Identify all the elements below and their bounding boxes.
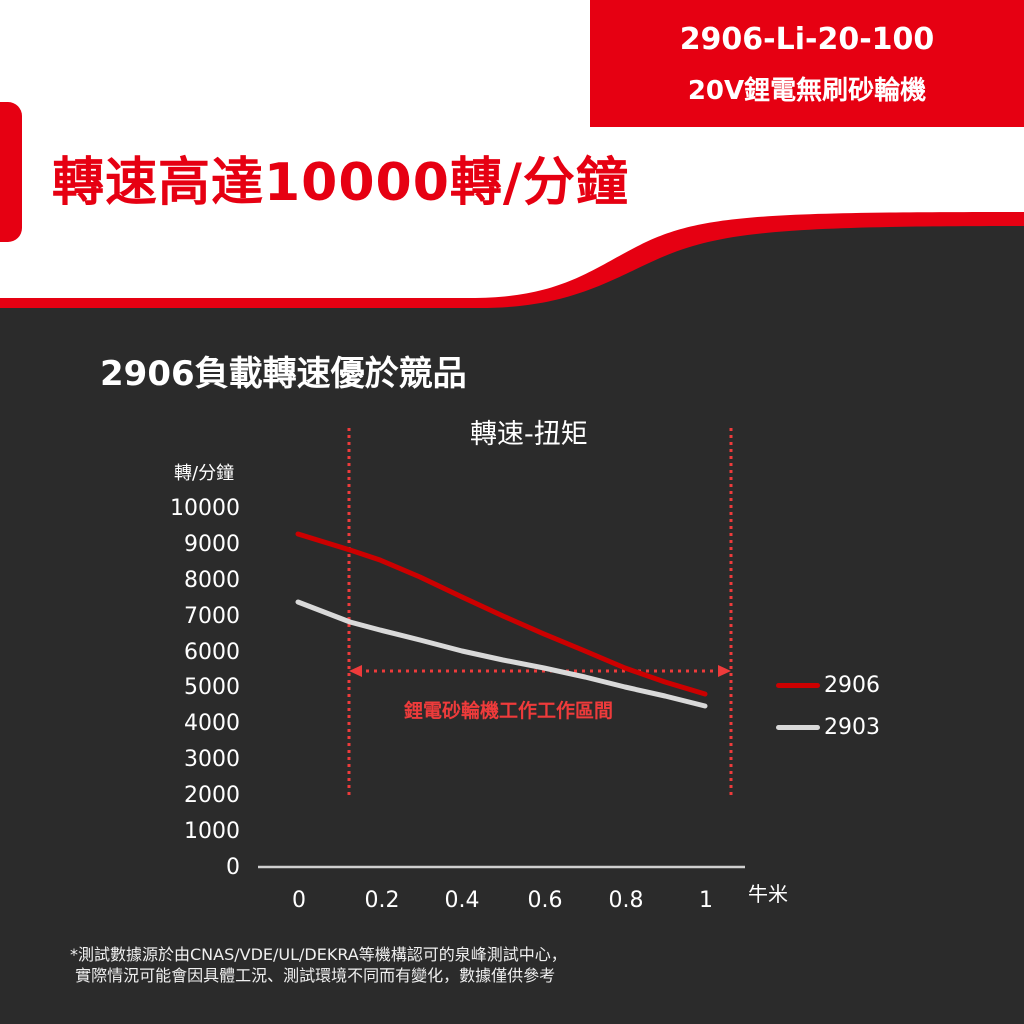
y-axis-label: 轉/分鐘 (174, 463, 235, 484)
legend-swatch-2906 (776, 682, 820, 688)
x-tick: 0.8 (608, 888, 644, 913)
footnote: *測試數據源於由CNAS/VDE/UL/DEKRA等機構認可的泉峰測試中心， 實… (70, 944, 567, 986)
y-tick: 0 (226, 855, 240, 880)
y-tick: 10000 (170, 496, 240, 521)
y-tick: 4000 (184, 711, 240, 736)
y-tick: 3000 (184, 747, 240, 772)
x-tick: 1 (699, 888, 713, 913)
accent-tab (0, 102, 22, 242)
legend-label: 2903 (824, 714, 880, 740)
working-zone-label: 鋰電砂輪機工作工作區間 (404, 700, 614, 722)
y-tick: 1000 (184, 819, 240, 844)
zone-arrow-left (349, 665, 362, 677)
footnote-line-1: *測試數據源於由CNAS/VDE/UL/DEKRA等機構認可的泉峰測試中心， (70, 945, 567, 964)
y-tick: 8000 (184, 568, 240, 593)
x-tick: 0.2 (364, 888, 400, 913)
x-axis-label: 牛米 (748, 882, 788, 906)
y-tick: 6000 (184, 640, 240, 665)
chart-title: 轉速-扭矩 (470, 419, 588, 450)
legend-swatch-2903 (776, 724, 820, 730)
model-code: 2906-Li-20-100 (679, 22, 935, 57)
x-tick: 0.4 (444, 888, 480, 913)
y-tick: 7000 (184, 604, 240, 629)
legend-item-2906: 2906 (776, 672, 880, 698)
x-tick: 0 (292, 888, 306, 913)
headline: 轉速高達10000轉/分鐘 (52, 153, 629, 213)
y-tick: 2000 (184, 783, 240, 808)
y-tick: 5000 (184, 675, 240, 700)
x-tick: 0.6 (527, 888, 563, 913)
series-2903-line (295, 599, 708, 709)
zone-arrow-right (718, 665, 731, 677)
legend-item-2903: 2903 (776, 714, 880, 740)
model-name: 20V鋰電無刷砂輪機 (687, 76, 927, 106)
legend-label: 2906 (824, 672, 880, 698)
model-badge: 2906-Li-20-100 20V鋰電無刷砂輪機 (590, 0, 1024, 127)
y-tick: 9000 (184, 532, 240, 557)
section-subtitle: 2906負載轉速優於競品 (100, 354, 467, 394)
footnote-line-2: 實際情況可能會因具體工況、測試環境不同而有變化，數據僅供參考 (70, 966, 556, 985)
series-2906-line (295, 531, 708, 697)
